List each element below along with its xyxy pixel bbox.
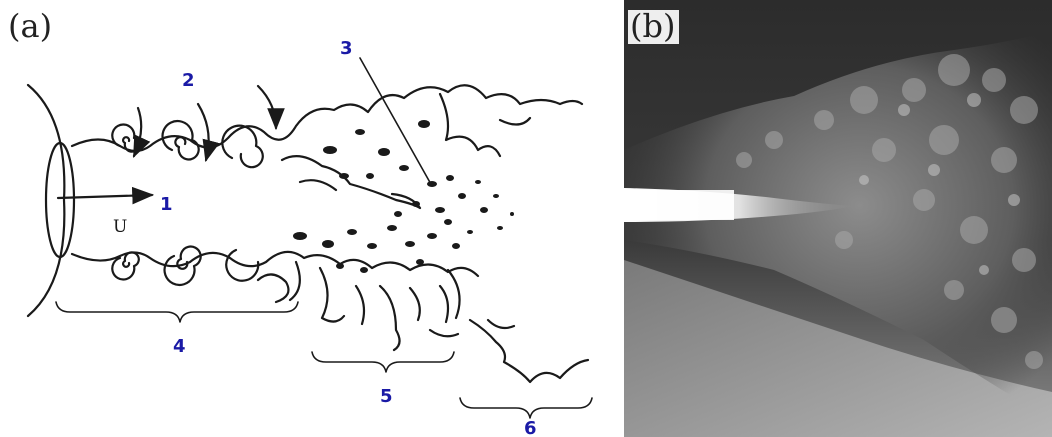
brace-region-5 <box>311 351 455 373</box>
lower-shear-layer <box>70 250 480 278</box>
far-field-fragments <box>428 318 590 384</box>
callout-3-leader <box>359 57 433 187</box>
velocity-arrow <box>56 186 155 205</box>
callout-1: 1 <box>160 194 173 215</box>
upper-vortex-1 <box>111 123 140 153</box>
velocity-symbol: U <box>113 217 127 237</box>
lower-vortex-2 <box>163 245 202 287</box>
upper-fragments <box>438 92 532 158</box>
lower-vortex-3 <box>225 248 260 282</box>
lower-fragments <box>256 260 461 352</box>
callout-3: 3 <box>340 38 353 59</box>
jet-breakup-sketch: U 1 2 3 4 5 6 <box>26 38 593 437</box>
brace-region-6 <box>459 397 593 419</box>
callout-2: 2 <box>182 70 195 91</box>
droplet-field <box>293 120 514 273</box>
callout-4: 4 <box>173 336 186 357</box>
panel-a-label: (a) <box>8 7 53 45</box>
entrainment-arrow-3 <box>256 84 285 131</box>
callout-5: 5 <box>380 386 393 407</box>
nozzle-wall <box>26 83 66 318</box>
upper-shear-layer <box>70 84 584 153</box>
nozzle-orifice <box>44 141 76 259</box>
spray-photograph <box>624 0 1052 437</box>
entrainment-arrow-1 <box>132 106 151 158</box>
callout-6: 6 <box>524 418 537 437</box>
upper-ligaments <box>280 155 422 210</box>
panel-b-label: (b) <box>628 10 680 44</box>
lower-vortex-1 <box>111 251 140 281</box>
upper-vortex-2 <box>161 119 200 161</box>
entrainment-arrow-2 <box>196 102 220 163</box>
brace-region-4 <box>55 301 299 323</box>
upper-vortex-3 <box>221 124 264 169</box>
